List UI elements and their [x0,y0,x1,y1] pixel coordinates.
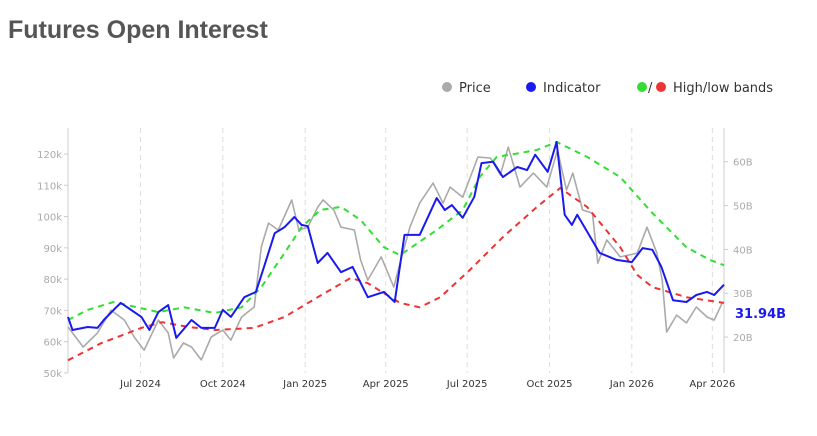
page-title: Futures Open Interest [8,16,268,44]
x-tick-label: Oct 2025 [527,379,573,390]
last-value-label: 31.94B [735,307,786,322]
left-tick-label: 90k [43,244,62,255]
left-tick-label: 60k [43,338,62,349]
left-tick-label: 120k [37,150,62,161]
legend-low-band-dot [656,82,666,92]
x-tick-label: Oct 2024 [200,379,246,390]
right-tick-label: 30B [733,289,753,300]
legend-bands-label: High/low bands [673,81,773,96]
x-tick-label: Jan 2026 [609,379,654,390]
legend-price-label: Price [459,81,491,96]
left-tick-label: 70k [43,306,62,317]
left-tick-label: 100k [37,213,62,224]
x-tick-label: Jan 2025 [282,379,327,390]
indicator-line [67,141,725,339]
legend-high-band-dot [637,82,647,92]
legend-band-separator: / [648,81,653,96]
x-tick-label: Jul 2024 [119,379,161,390]
right-tick-label: 60B [733,158,753,169]
right-tick-label: 50B [733,202,753,213]
legend: Price Indicator / High/low bands [442,81,773,96]
left-tick-label: 110k [37,181,62,192]
high-band-line [67,141,725,321]
right-tick-label: 40B [733,245,753,256]
low-band-line [67,187,725,362]
x-tick-label: Apr 2026 [689,379,735,390]
x-tick-label: Jul 2025 [446,379,488,390]
left-tick-label: 50k [43,369,62,380]
legend-indicator-label: Indicator [543,81,601,96]
right-tick-label: 20B [733,333,753,344]
price-line [67,146,723,361]
x-tick-label: Apr 2025 [363,379,409,390]
legend-indicator-dot [526,82,536,92]
legend-price-dot [442,82,452,92]
left-tick-label: 80k [43,275,62,286]
